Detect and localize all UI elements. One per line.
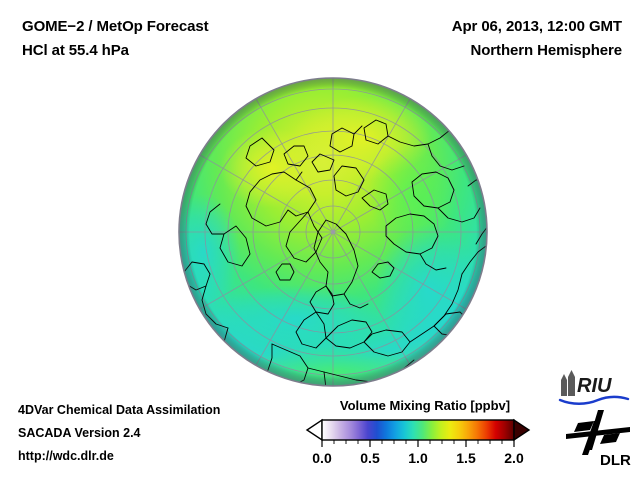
dlr-logo: DLR (564, 410, 634, 469)
colorbar-major-ticks (321, 440, 515, 447)
dlr-logo-text: DLR (600, 452, 631, 468)
title-instrument: GOME−2 / MetOp Forecast (22, 18, 209, 35)
colorbar-tick-3: 1.5 (456, 450, 476, 466)
title-species-level: HCl at 55.4 hPa (22, 42, 129, 59)
colorbar-gradient (322, 420, 514, 440)
timestamp-label: Apr 06, 2013, 12:00 GMT (451, 18, 622, 35)
dlr-mark-icon (566, 410, 630, 455)
colorbar-low-extend-cap (305, 418, 323, 442)
colorbar-scale: 0.0 0.5 1.0 1.5 2.0 (305, 418, 531, 466)
riu-logo-svg: RIU (558, 370, 630, 405)
colorbar-high-extend-cap (513, 418, 531, 442)
riu-towers-icon (561, 370, 575, 396)
colorbar-tick-0: 0.0 (312, 450, 332, 466)
riu-wave-icon (558, 395, 630, 405)
riu-logo: RIU (558, 370, 630, 406)
website-url: http://wdc.dlr.de (18, 449, 114, 463)
orthographic-globe-svg (178, 77, 488, 387)
colorbar-title: Volume Mixing Ratio [ppbv] (339, 398, 511, 413)
colorbar-tick-1: 0.5 (360, 450, 380, 466)
colorbar-tick-2: 1.0 (408, 450, 428, 466)
region-label: Northern Hemisphere (470, 42, 623, 59)
colorbar-tick-4: 2.0 (504, 450, 524, 466)
version-label: SACADA Version 2.4 (18, 426, 141, 440)
colorbar-minor-ticks (333, 440, 503, 444)
globe-limb-outline (178, 77, 488, 387)
riu-logo-text: RIU (577, 375, 612, 397)
globe-map (176, 76, 492, 390)
colorbar: Volume Mixing Ratio [ppbv] (300, 398, 550, 468)
dlr-logo-svg: DLR (566, 410, 631, 469)
colorbar-tick-labels: 0.0 0.5 1.0 1.5 2.0 (312, 450, 524, 466)
north-pole-marker (330, 229, 336, 235)
method-label: 4DVar Chemical Data Assimilation (18, 403, 221, 417)
